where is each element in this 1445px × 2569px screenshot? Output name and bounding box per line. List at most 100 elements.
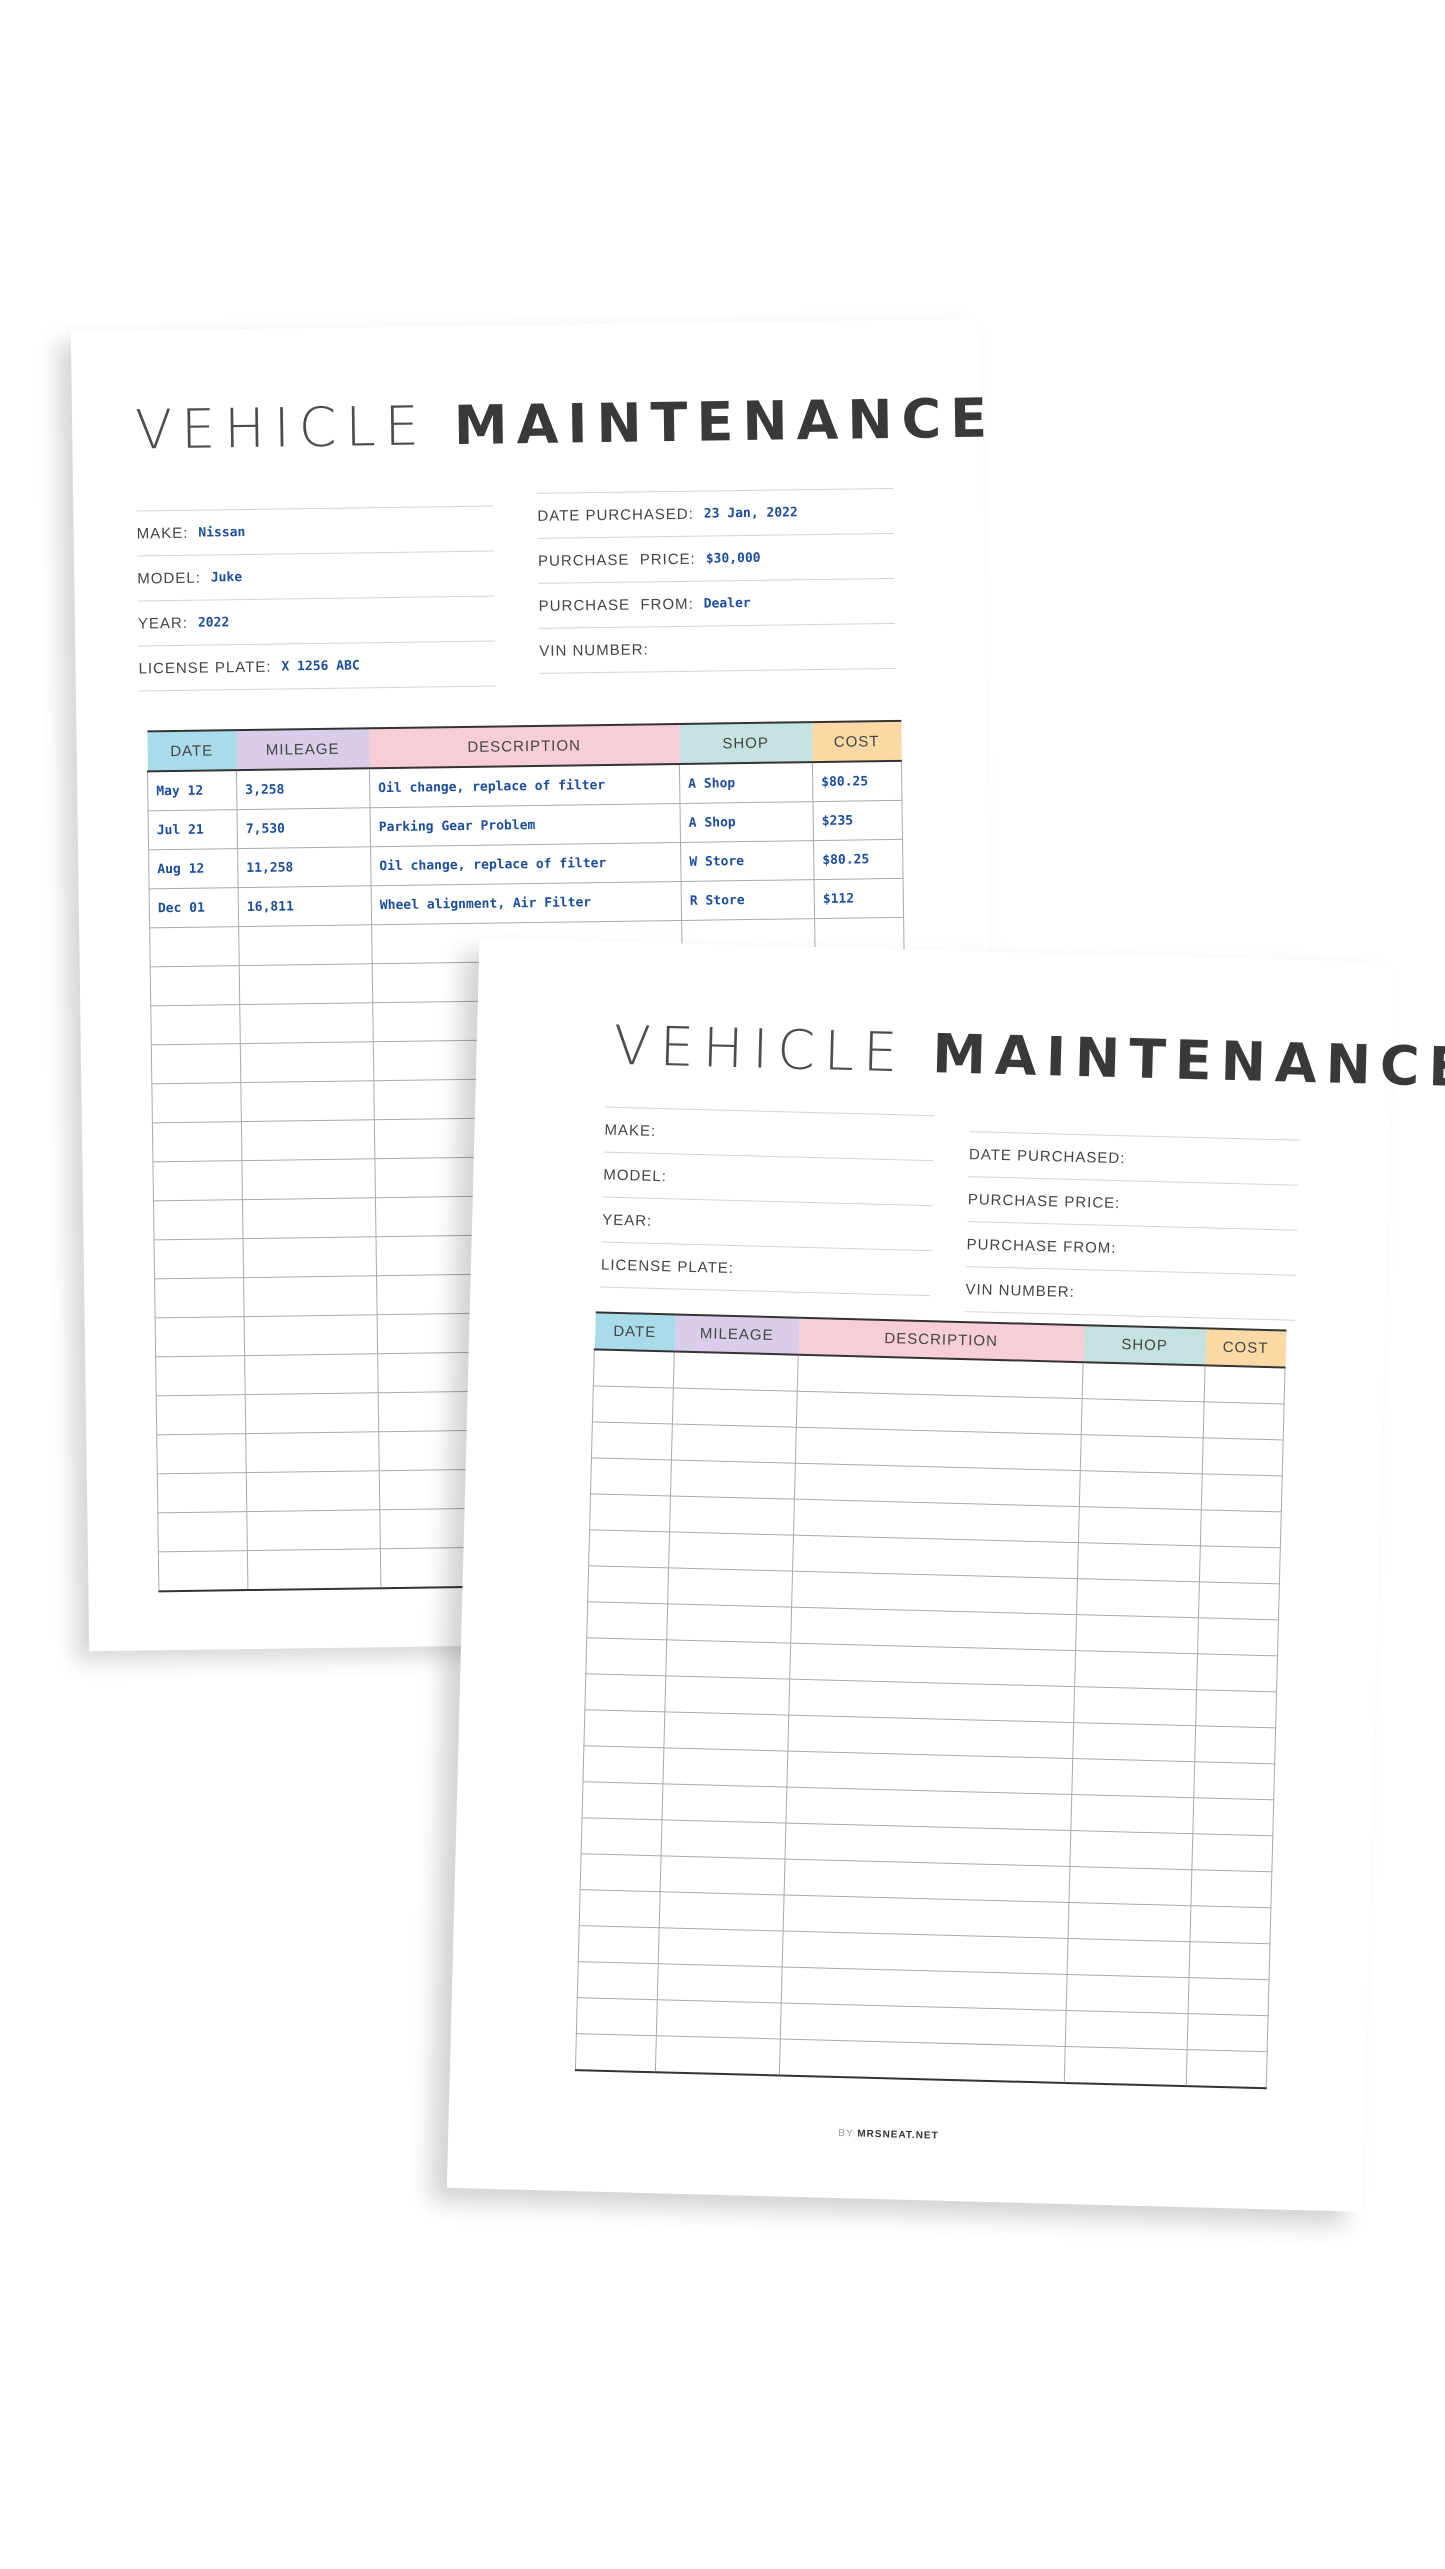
table-cell[interactable] [1075, 1614, 1199, 1654]
table-cell[interactable]: Dec 01 [149, 887, 239, 928]
table-cell[interactable] [244, 1353, 379, 1395]
table-cell[interactable] [239, 1002, 374, 1044]
table-cell[interactable] [1082, 1362, 1206, 1402]
table-cell[interactable] [1193, 1761, 1275, 1800]
table-cell[interactable] [241, 1119, 375, 1161]
info-field[interactable]: MAKE: Nissan [136, 505, 494, 556]
table-cell[interactable] [1201, 1473, 1283, 1512]
table-cell[interactable] [664, 1675, 790, 1716]
table-cell[interactable] [239, 963, 373, 1005]
table-cell[interactable] [154, 1277, 245, 1318]
table-cell[interactable] [667, 1567, 793, 1608]
table-cell[interactable] [579, 1889, 661, 1928]
table-cell[interactable] [1189, 1905, 1271, 1944]
table-cell[interactable] [587, 1565, 669, 1604]
table-cell[interactable]: R Store [681, 879, 815, 921]
table-cell[interactable] [1200, 1509, 1282, 1548]
table-cell[interactable] [668, 1531, 794, 1572]
table-cell[interactable] [1187, 2013, 1269, 2052]
table-cell[interactable] [1199, 1545, 1281, 1584]
table-cell[interactable] [657, 1963, 783, 2004]
info-field[interactable]: VIN NUMBER: [539, 622, 896, 674]
table-cell[interactable] [243, 1275, 378, 1317]
table-cell[interactable] [581, 1817, 663, 1856]
table-cell[interactable] [1189, 1941, 1270, 1980]
table-cell[interactable] [1064, 2046, 1188, 2087]
table-cell[interactable] [672, 1387, 798, 1428]
table-cell[interactable] [580, 1853, 662, 1892]
table-cell[interactable]: Aug 12 [148, 848, 239, 889]
table-cell[interactable] [1068, 1902, 1191, 1942]
table-cell[interactable] [245, 1431, 380, 1473]
table-cell[interactable]: $235 [812, 800, 903, 841]
table-cell[interactable] [585, 1637, 667, 1676]
table-cell[interactable] [1072, 1722, 1196, 1762]
table-cell[interactable] [1192, 1797, 1274, 1836]
table-cell[interactable] [1194, 1725, 1276, 1764]
table-cell[interactable] [152, 1160, 243, 1201]
table-cell[interactable] [578, 1925, 660, 1964]
table-cell[interactable]: $112 [814, 878, 904, 919]
table-cell[interactable] [150, 965, 240, 1006]
table-cell[interactable] [656, 1999, 782, 2039]
table-cell[interactable] [247, 1548, 381, 1591]
table-cell[interactable] [1081, 1398, 1205, 1438]
table-cell[interactable] [151, 1043, 241, 1084]
table-cell[interactable] [1202, 1437, 1284, 1476]
table-cell[interactable] [1204, 1365, 1286, 1404]
table-cell[interactable] [1066, 1974, 1190, 2014]
table-cell[interactable] [779, 2038, 1066, 2083]
table-cell[interactable]: 11,258 [237, 846, 372, 888]
table-cell[interactable] [243, 1236, 377, 1278]
table-cell[interactable]: 7,530 [237, 807, 371, 849]
table-cell[interactable] [157, 1511, 248, 1552]
table-cell[interactable] [586, 1601, 668, 1640]
table-cell[interactable] [154, 1238, 244, 1279]
table-cell[interactable]: Parking Gear Problem [370, 803, 681, 847]
info-field[interactable]: LICENSE PLATE: [600, 1241, 932, 1297]
table-cell[interactable] [588, 1529, 670, 1568]
info-field[interactable]: DATE PURCHASED: 23 Jan, 2022 [537, 487, 894, 538]
table-cell[interactable] [1078, 1506, 1202, 1546]
table-cell[interactable] [238, 924, 373, 966]
table-cell[interactable] [582, 1745, 664, 1784]
table-cell[interactable] [1186, 2049, 1268, 2089]
table-cell[interactable] [589, 1493, 671, 1532]
table-cell[interactable] [149, 926, 240, 967]
table-cell[interactable] [1065, 2010, 1189, 2050]
table-cell[interactable] [1073, 1686, 1197, 1726]
info-field[interactable]: PURCHASE PRICE: $30,000 [537, 532, 895, 583]
table-cell[interactable] [240, 1041, 374, 1083]
table-cell[interactable] [156, 1433, 247, 1474]
table-cell[interactable] [660, 1855, 786, 1896]
table-cell[interactable]: 16,811 [238, 885, 372, 927]
table-cell[interactable] [151, 1082, 242, 1123]
table-cell[interactable] [1074, 1650, 1198, 1690]
table-cell[interactable]: Jul 21 [148, 809, 238, 850]
table-cell[interactable] [244, 1314, 378, 1356]
table-cell[interactable] [246, 1509, 381, 1551]
table-cell[interactable] [592, 1385, 674, 1424]
table-cell[interactable]: 3,258 [236, 768, 371, 810]
table-cell[interactable] [150, 1004, 241, 1045]
table-cell[interactable] [582, 1781, 663, 1820]
table-cell[interactable]: $80.25 [813, 839, 904, 880]
table-cell[interactable] [1203, 1401, 1285, 1440]
table-cell[interactable] [157, 1472, 247, 1513]
table-cell[interactable] [591, 1421, 673, 1460]
table-cell[interactable] [155, 1316, 245, 1357]
info-field[interactable]: YEAR: 2022 [137, 595, 496, 646]
table-cell[interactable] [242, 1197, 376, 1239]
table-cell[interactable] [583, 1709, 665, 1748]
table-cell[interactable] [155, 1355, 246, 1396]
table-cell[interactable]: A Shop [679, 762, 813, 804]
table-cell[interactable] [1198, 1581, 1280, 1620]
table-cell[interactable] [1070, 1794, 1194, 1834]
table-cell[interactable]: W Store [680, 840, 815, 882]
table-cell[interactable] [1071, 1758, 1195, 1798]
table-cell[interactable] [1196, 1653, 1278, 1692]
table-cell[interactable] [246, 1470, 380, 1512]
table-cell[interactable] [576, 1997, 658, 2036]
table-cell[interactable] [241, 1158, 376, 1200]
table-cell[interactable] [1077, 1542, 1201, 1582]
